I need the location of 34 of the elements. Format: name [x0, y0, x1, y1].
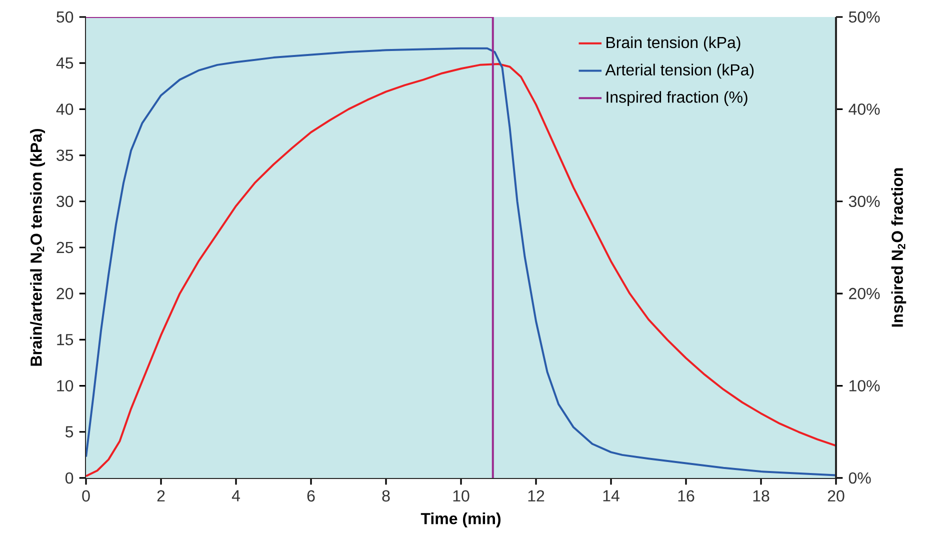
- legend-label: Brain tension (kPa): [606, 36, 740, 52]
- x-tick-label: 2: [157, 490, 165, 502]
- x-tick-label: 12: [528, 490, 544, 502]
- x-tick-label: 16: [678, 490, 694, 502]
- y2-tick-label: 0%: [848, 472, 871, 484]
- x-tick-label: 18: [753, 490, 770, 502]
- legend-label: Inspired fraction (%): [606, 91, 748, 106]
- x-tick-label: 20: [828, 490, 844, 502]
- y-tick-label: 20: [56, 288, 74, 300]
- x-axis-title: Time (min): [420, 512, 501, 528]
- y-tick-label: 30: [56, 196, 74, 208]
- y-tick-label: 10: [57, 380, 74, 392]
- y-tick-label: 15: [57, 334, 74, 346]
- y-tick-label: 25: [56, 242, 74, 254]
- x-tick-label: 4: [232, 490, 240, 502]
- y-axis-title: Brain/arterial N$_{2}$O tension (kPa): [30, 128, 46, 366]
- y2-tick-label: 30%: [848, 196, 880, 208]
- y2-tick-label: 10%: [849, 380, 880, 392]
- x-tick-label: 14: [603, 490, 620, 502]
- x-tick-label: 8: [382, 490, 390, 502]
- y2-axis-title: Inspired N$_{2}$O fraction: [891, 168, 906, 327]
- x-tick-label: 6: [307, 490, 315, 502]
- y2-tick-label: 40%: [848, 104, 880, 115]
- y2-tick-label: 20%: [849, 288, 880, 300]
- x-tick-label: 0: [82, 490, 90, 502]
- y-tick-label: 35: [56, 150, 74, 161]
- y-tick-label: 50: [56, 11, 74, 23]
- y-tick-label: 0: [65, 472, 74, 484]
- y-tick-label: 40: [56, 104, 74, 115]
- y-tick-label: 5: [65, 426, 74, 438]
- x-tick-label: 10: [453, 490, 470, 502]
- y-tick-label: 45: [56, 58, 74, 69]
- y2-tick-label: 50%: [848, 11, 880, 23]
- legend-label: Arterial tension (kPa): [605, 64, 754, 79]
